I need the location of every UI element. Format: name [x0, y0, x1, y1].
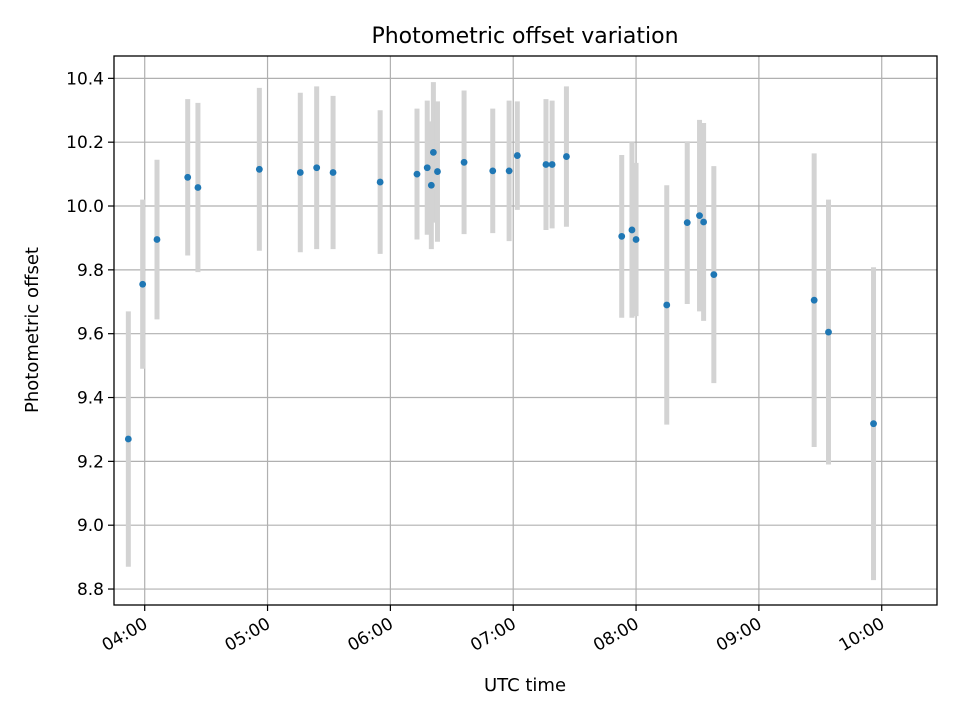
data-point: [329, 169, 337, 176]
data-point: [296, 169, 304, 176]
chart-title: Photometric offset variation: [371, 24, 678, 49]
data-point: [663, 301, 671, 309]
y-tick-label: 10.0: [66, 197, 104, 217]
data-points: [124, 148, 877, 443]
y-tick-label: 9.8: [77, 261, 104, 281]
data-point: [513, 152, 521, 159]
data-point: [184, 173, 192, 181]
x-tick-label: 06:00: [344, 614, 396, 656]
data-point: [710, 271, 718, 279]
error-bars: [125, 82, 877, 581]
data-point: [628, 226, 636, 234]
data-point: [194, 184, 202, 191]
data-point: [696, 212, 703, 219]
data-point: [825, 328, 832, 336]
y-tick-label: 9.2: [77, 452, 104, 472]
x-axis-ticks: 04:00 05:00 06:00 07:00 08:00 09:00 10:00: [99, 605, 888, 656]
y-tick-label: 9.4: [77, 389, 104, 409]
data-point: [429, 148, 437, 156]
x-tick-label: 10:00: [836, 614, 888, 656]
data-point: [124, 435, 132, 443]
data-point: [700, 218, 708, 226]
data-point: [427, 181, 435, 189]
data-point: [489, 167, 497, 175]
y-axis-label: Photometric offset: [22, 247, 43, 413]
data-point: [563, 153, 570, 160]
y-tick-label: 10.2: [66, 133, 104, 153]
x-tick-label: 09:00: [713, 614, 765, 656]
x-tick-label: 05:00: [222, 614, 274, 656]
data-point: [313, 164, 321, 172]
data-point: [255, 165, 263, 173]
data-point: [505, 167, 513, 175]
data-point: [618, 232, 626, 240]
data-point: [683, 219, 691, 227]
data-point: [632, 236, 640, 243]
data-point: [548, 161, 556, 168]
data-point: [810, 296, 818, 304]
data-point: [376, 178, 384, 186]
data-point: [423, 164, 431, 172]
y-tick-label: 9.0: [77, 516, 104, 536]
data-point: [542, 161, 550, 168]
data-point: [413, 170, 421, 178]
data-point: [870, 420, 877, 428]
data-point: [460, 158, 468, 166]
y-axis-ticks: 8.8 9.0 9.2 9.4 9.6 9.8 10.0 10.2 10.4: [66, 69, 114, 600]
grid: [114, 56, 937, 605]
y-tick-label: 8.8: [77, 580, 104, 600]
x-tick-label: 07:00: [467, 614, 519, 656]
y-tick-label: 10.4: [66, 69, 104, 89]
y-tick-label: 9.6: [77, 325, 104, 345]
x-tick-label: 08:00: [590, 614, 642, 656]
plot-frame: [113, 55, 938, 606]
x-axis-label: UTC time: [484, 675, 566, 696]
data-point: [434, 168, 441, 175]
data-point: [153, 236, 161, 243]
data-point: [139, 280, 147, 288]
x-tick-label: 04:00: [99, 614, 151, 656]
